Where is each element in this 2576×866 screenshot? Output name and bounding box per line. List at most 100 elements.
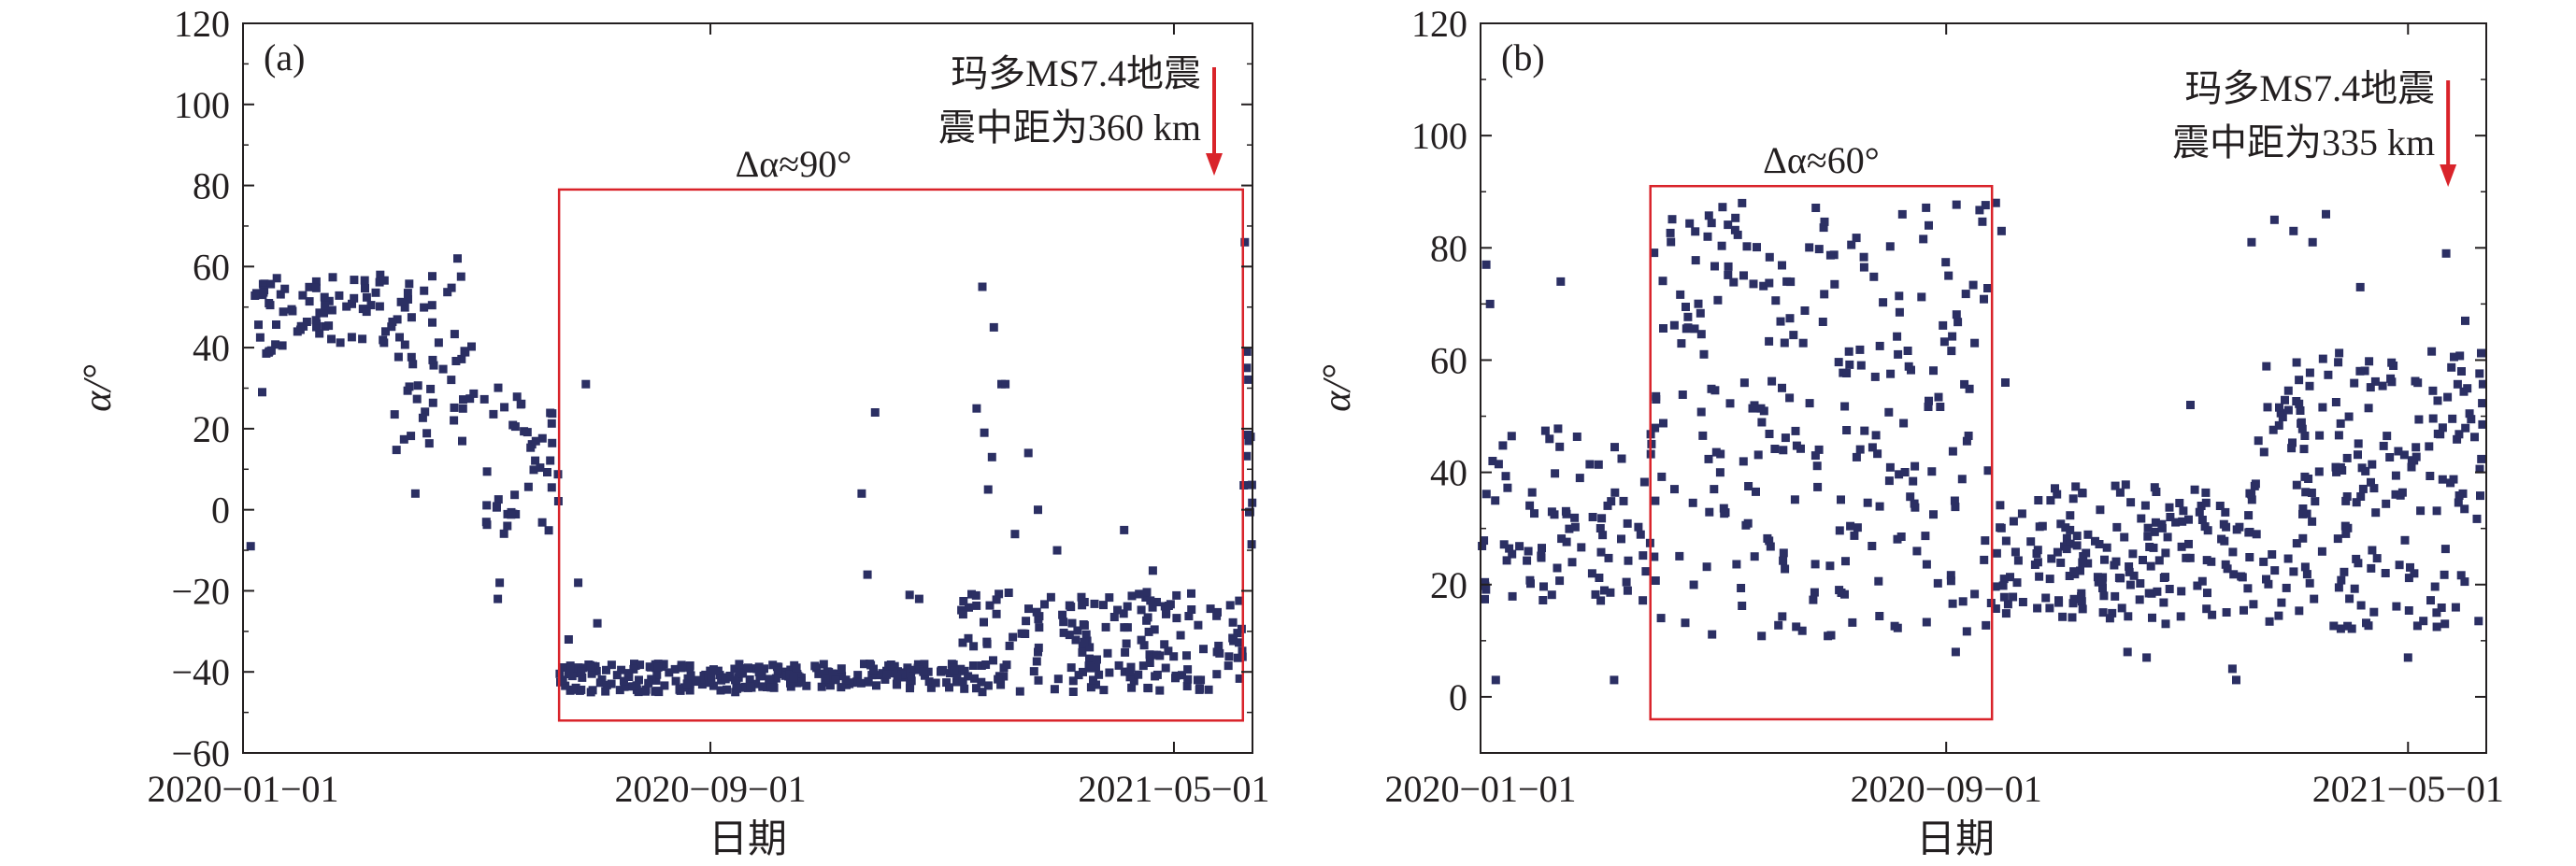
data-point <box>989 656 997 665</box>
data-point <box>1737 584 1746 592</box>
data-point <box>612 671 622 680</box>
data-point <box>1235 596 1244 605</box>
data-point <box>2451 603 2460 612</box>
data-point <box>2432 506 2441 516</box>
data-point <box>1639 477 1649 487</box>
data-point <box>2334 431 2343 440</box>
data-point <box>1710 262 1719 271</box>
data-point <box>438 364 448 374</box>
data-point <box>1607 497 1616 506</box>
earthquake-label-b-line2: 震中距为335 km <box>2172 121 2435 163</box>
data-point <box>2428 386 2438 395</box>
panel-label-b: (b) <box>1501 36 1545 78</box>
data-point <box>2097 576 2107 586</box>
data-point <box>2034 496 2043 504</box>
data-point <box>523 482 533 491</box>
data-point <box>1903 347 1912 355</box>
data-point <box>1900 468 1910 476</box>
data-point <box>1778 261 1786 270</box>
data-point <box>2419 617 2428 626</box>
data-point <box>2283 386 2293 395</box>
data-point <box>1125 673 1135 682</box>
data-point <box>1842 369 1852 377</box>
data-point <box>2171 518 2181 527</box>
data-point <box>1759 281 1768 291</box>
data-point <box>2077 592 2086 601</box>
data-point <box>1886 369 1896 378</box>
data-point <box>507 510 516 519</box>
data-point <box>1659 324 1667 333</box>
data-point <box>965 603 973 612</box>
data-point <box>1707 219 1716 228</box>
data-point <box>593 618 602 628</box>
data-point <box>823 667 832 676</box>
data-point <box>1183 665 1193 674</box>
data-point <box>1481 594 1489 603</box>
data-point <box>2228 547 2238 557</box>
data-point <box>2333 534 2342 544</box>
data-point <box>2341 496 2351 505</box>
data-point <box>1996 523 2005 532</box>
data-point <box>1825 561 1835 571</box>
data-point <box>2367 477 2375 487</box>
data-point <box>2112 522 2122 532</box>
x-axis-a: 2020−01−01 2020−09−01 2021−05−01 <box>147 23 1270 810</box>
data-point <box>1182 682 1192 690</box>
data-point <box>2166 513 2175 521</box>
data-point <box>2232 525 2241 534</box>
data-point <box>1600 586 1609 595</box>
data-point <box>2247 490 2256 499</box>
data-point <box>2117 603 2126 613</box>
data-point <box>2163 532 2172 542</box>
data-point <box>1677 339 1686 348</box>
data-point <box>287 305 296 314</box>
data-point <box>751 679 761 689</box>
data-point <box>2358 484 2368 493</box>
data-point <box>1623 586 1632 595</box>
data-point <box>2201 498 2211 507</box>
data-point <box>2453 379 2462 389</box>
data-point <box>814 669 823 678</box>
y-axis-a: −60 −40 −20 0 20 40 60 80 100 120 <box>171 3 1252 774</box>
data-point <box>2295 376 2304 385</box>
data-point <box>1711 447 1721 457</box>
data-point <box>1863 498 1872 507</box>
data-point <box>2332 467 2341 476</box>
data-point <box>2012 578 2022 588</box>
data-point <box>756 665 765 674</box>
data-point <box>1982 620 1991 630</box>
data-point <box>897 670 907 679</box>
data-point <box>1779 446 1788 455</box>
data-point <box>1538 544 1546 553</box>
data-point <box>526 443 536 452</box>
data-point <box>2045 575 2054 584</box>
data-point <box>867 671 877 680</box>
data-point <box>1856 361 1866 370</box>
data-point <box>1859 263 1868 272</box>
data-point <box>2447 362 2456 372</box>
data-point <box>1884 476 1894 486</box>
data-point <box>1034 675 1043 685</box>
data-point <box>1224 652 1234 661</box>
y-tick-label: 120 <box>174 3 230 45</box>
data-point <box>1944 271 1953 280</box>
data-point <box>2232 675 2240 685</box>
data-point <box>2201 488 2211 497</box>
data-point <box>2336 624 2345 633</box>
data-point <box>2099 591 2109 601</box>
data-point <box>250 291 260 300</box>
data-point <box>2297 418 2306 427</box>
data-point <box>428 318 436 327</box>
data-point <box>1194 620 1203 630</box>
data-point <box>381 327 390 336</box>
data-point <box>2289 567 2298 576</box>
data-point <box>2147 589 2156 598</box>
data-point <box>1717 241 1726 250</box>
data-point <box>1059 628 1068 637</box>
data-point <box>481 518 491 527</box>
data-point <box>1066 663 1076 673</box>
data-point <box>2318 354 2327 363</box>
data-point <box>615 686 624 695</box>
data-point <box>1105 593 1114 603</box>
data-point <box>1951 647 1960 657</box>
